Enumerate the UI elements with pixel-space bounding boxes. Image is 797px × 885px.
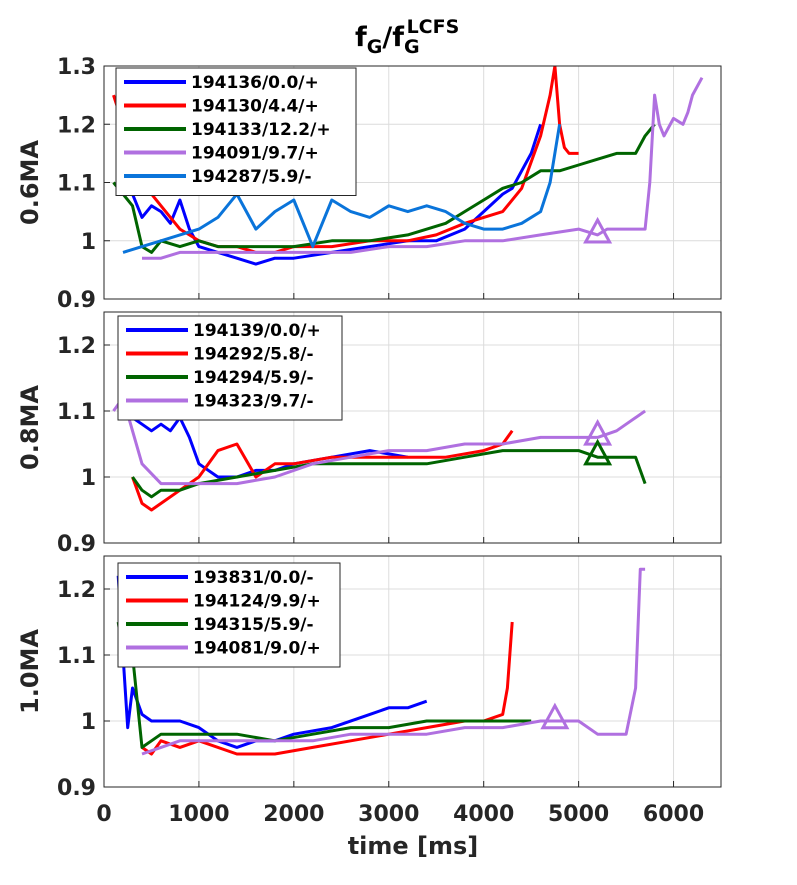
legend-label: 193831/0.0/- [193,568,314,588]
y-tick-label: 1.1 [57,400,96,425]
triangle-marker [540,702,570,730]
x-tick-label: 1000 [168,802,229,827]
y-tick-label: 1.2 [57,113,96,138]
series-line-194133/12.2/+ [112,123,656,254]
y-tick-label: 0.9 [57,288,96,313]
y-tick-label: 1.2 [57,578,96,603]
series-group [112,396,647,512]
legend-label: 194315/5.9/- [193,615,314,635]
legend-label: 194133/12.2/+ [191,120,331,140]
legend-box [117,562,341,668]
panels: 0.9 1 1.1 1.2 1.3 0.6MA 194136/0.0/+ 194130/4.4… [16,55,722,827]
legend-label: 194136/0.0/+ [191,73,319,93]
y-tick-label: 1.1 [57,644,96,669]
x-tick-label: 6000 [643,802,704,827]
legend-label: 194130/4.4/+ [191,97,319,117]
panel-3: 0.9 1 1.1 1.2 0 1000 2000 3000 4000 5000 6000 1.0MA… [16,555,722,827]
legend-label: 194124/9.9/+ [193,592,321,612]
y-tick-label: 1 [81,466,96,491]
x-tick-label: 3000 [358,802,419,827]
series-line-194081/9.0/+ [141,567,646,756]
series-line-194315/5.9/- [116,621,532,749]
panel-ylabel: 0.8MA [16,385,44,470]
title-sub2: G [404,36,420,58]
series-line-194287/5.9/- [122,124,562,254]
series-line-194091/9.7/+ [142,76,704,260]
legend: 193831/0.0/- 194124/9.9/+ 194315/5.9/- 1940… [117,562,341,668]
axes-box [103,311,722,544]
legend-label: 194081/9.0/+ [193,639,321,659]
series-group [112,66,704,266]
series-group [116,567,646,756]
y-tick-label: 0.9 [57,532,96,557]
series-line-194292/5.8/- [131,429,514,512]
legend-label: 194091/9.7/+ [191,144,319,164]
y-tick-label: 1.1 [57,172,96,197]
y-tick-label: 1.3 [57,55,96,80]
svg-text:fG/fGLCFS: fG/fGLCFS [355,16,459,58]
panel-ylabel: 0.6MA [16,140,44,225]
title-sup2: LCFS [407,16,460,38]
y-tick-label: 1.2 [57,334,96,359]
x-tick-label: 4000 [453,802,514,827]
series-line-194136/0.0/+ [131,123,543,266]
triangle-marker [583,216,613,244]
title-base: f [355,22,367,53]
legend: 194139/0.0/+ 194292/5.8/- 194294/5.9/- 1943… [117,315,343,421]
panel-2: 0.911.11.20.8MA194139/0.0/+194292/5.8/-1… [16,311,722,557]
x-tick-label: 0 [96,802,111,827]
y-tick-label: 1 [81,230,96,255]
y-tick-label: 1 [81,710,96,735]
legend-label: 194323/9.7/- [193,392,314,412]
triangle-marker [583,438,613,466]
series-line-194323/9.7/- [112,396,646,486]
legend-box [117,315,343,421]
panel-1: 0.9 1 1.1 1.2 1.3 0.6MA 194136/0.0/+ 194130/4.4… [16,55,722,313]
panel-ylabel: 1.0MA [16,629,44,714]
legend-label: 194287/5.9/- [191,167,312,187]
title-sep: /f [382,22,404,53]
x-tick-label: 2000 [263,802,324,827]
legend-label: 194139/0.0/+ [193,321,321,341]
figure-title: fG/fGLCFS [355,16,459,58]
legend: 194136/0.0/+ 194130/4.4/+ 194133/12.2/+ 194… [115,67,357,196]
legend-label: 194292/5.8/- [193,345,314,365]
x-tick-label: 5000 [548,802,609,827]
y-tick-label: 0.9 [57,776,96,801]
x-axis-label: time [ms] [348,832,479,860]
series-line-194294/5.9/- [131,449,647,499]
legend-label: 194294/5.9/- [193,368,314,388]
title-sub: G [367,36,383,58]
axes-box [103,555,722,788]
